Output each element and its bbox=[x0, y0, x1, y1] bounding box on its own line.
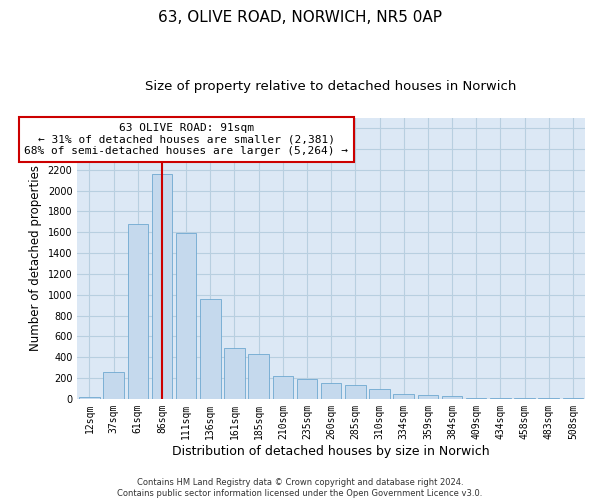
Bar bbox=[224, 348, 245, 399]
Bar bbox=[297, 379, 317, 399]
Bar bbox=[103, 372, 124, 399]
Text: 63, OLIVE ROAD, NORWICH, NR5 0AP: 63, OLIVE ROAD, NORWICH, NR5 0AP bbox=[158, 10, 442, 25]
Bar bbox=[538, 398, 559, 399]
Bar bbox=[466, 398, 487, 399]
Bar bbox=[369, 390, 390, 399]
Y-axis label: Number of detached properties: Number of detached properties bbox=[29, 166, 42, 352]
Bar bbox=[128, 224, 148, 399]
Bar bbox=[272, 376, 293, 399]
Text: Contains HM Land Registry data © Crown copyright and database right 2024.
Contai: Contains HM Land Registry data © Crown c… bbox=[118, 478, 482, 498]
Bar bbox=[563, 398, 583, 399]
Bar bbox=[79, 397, 100, 399]
Bar bbox=[442, 396, 463, 399]
Bar bbox=[345, 386, 365, 399]
Bar bbox=[514, 398, 535, 399]
Title: Size of property relative to detached houses in Norwich: Size of property relative to detached ho… bbox=[145, 80, 517, 93]
Bar bbox=[394, 394, 414, 399]
X-axis label: Distribution of detached houses by size in Norwich: Distribution of detached houses by size … bbox=[172, 444, 490, 458]
Text: 63 OLIVE ROAD: 91sqm
← 31% of detached houses are smaller (2,381)
68% of semi-de: 63 OLIVE ROAD: 91sqm ← 31% of detached h… bbox=[24, 123, 348, 156]
Bar bbox=[176, 234, 196, 399]
Bar bbox=[490, 398, 511, 399]
Bar bbox=[152, 174, 172, 399]
Bar bbox=[248, 354, 269, 399]
Bar bbox=[200, 299, 221, 399]
Bar bbox=[418, 394, 438, 399]
Bar bbox=[321, 382, 341, 399]
